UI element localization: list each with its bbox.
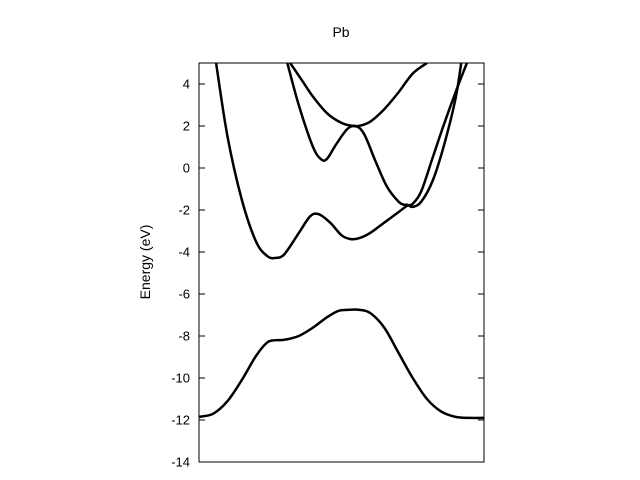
band-line-1 — [199, 308, 484, 420]
y-tick-label: -10 — [171, 371, 190, 386]
band-line-2 — [214, 63, 469, 260]
y-axis-ticks: 4 2 0 -2 -4 -6 -8 -10 -12 -14 — [171, 77, 484, 470]
y-tick-label: 0 — [183, 161, 190, 176]
band-line-3 — [286, 63, 463, 209]
y-tick-label: -14 — [171, 455, 190, 470]
band-line-4 — [289, 63, 428, 128]
y-tick-label: -8 — [178, 329, 190, 344]
plot-frame — [198, 62, 485, 463]
y-tick-label: 4 — [183, 77, 190, 92]
y-axis-label: Energy (eV) — [137, 225, 153, 300]
band-lines — [199, 63, 484, 420]
y-tick-label: -6 — [178, 287, 190, 302]
y-tick-label: 2 — [183, 119, 190, 134]
y-tick-label: -2 — [178, 203, 190, 218]
chart-title: Pb — [332, 24, 349, 40]
y-tick-label: -12 — [171, 413, 190, 428]
y-tick-label: -4 — [178, 245, 190, 260]
